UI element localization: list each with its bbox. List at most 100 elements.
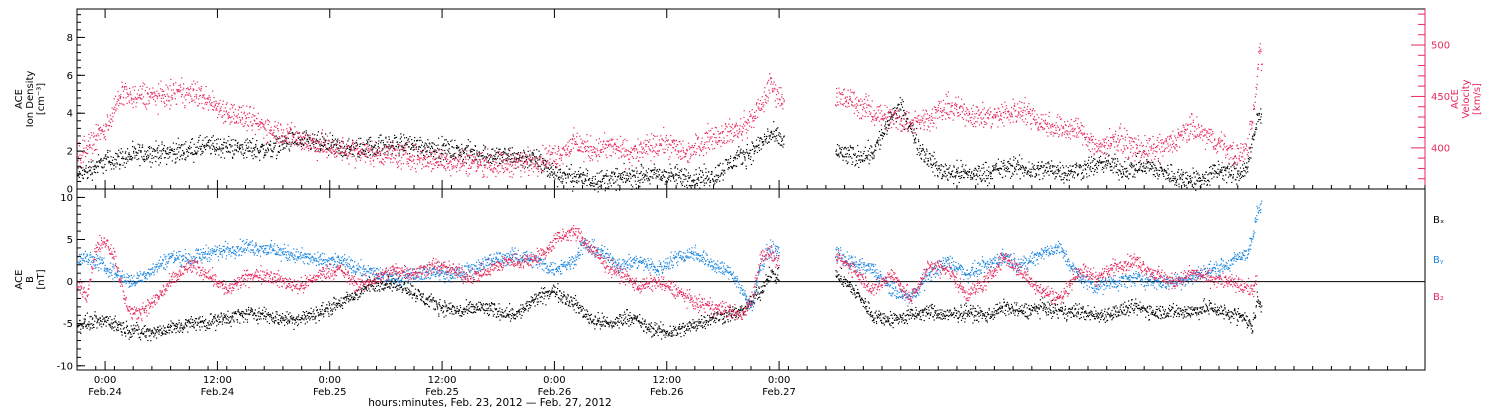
- ion-density-point-2200: [952, 170, 953, 171]
- velocity-point-774: [367, 150, 368, 151]
- velocity-point-912: [419, 157, 420, 158]
- velocity-point-1210: [530, 157, 531, 158]
- velocity-point-544: [281, 129, 282, 130]
- velocity-point-1687: [709, 130, 710, 131]
- ion-density-point-2895: [1213, 173, 1214, 174]
- ion-density-point-1638: [690, 185, 691, 186]
- velocity-point-1046: [469, 165, 470, 166]
- ion-density-point-372: [216, 139, 217, 140]
- velocity-point-459: [249, 112, 250, 113]
- ion-density-point-2404: [1028, 162, 1029, 163]
- ion-density-point-2828: [1187, 175, 1188, 176]
- velocity-point-941: [429, 150, 430, 151]
- velocity-point-399: [227, 102, 228, 103]
- velocity-point-831: [388, 157, 389, 158]
- velocity-point-318: [196, 96, 197, 97]
- ion-density-point-1626: [686, 169, 687, 170]
- ion-density-point-2225: [961, 175, 962, 176]
- velocity-point-354: [210, 99, 211, 100]
- velocity-point-42: [93, 133, 94, 134]
- ion-density-point-37: [91, 162, 92, 163]
- ion-density-point-3009: [1255, 129, 1256, 130]
- ion-density-point-1001: [452, 146, 453, 147]
- ion-density-point-2105: [917, 154, 918, 155]
- ion-density-point-2918: [1221, 172, 1222, 173]
- ion-density-point-1994: [875, 146, 876, 147]
- velocity-point-1206: [529, 170, 530, 171]
- ion-density-point-2124: [924, 159, 925, 160]
- ion-density-point-991: [448, 151, 449, 152]
- velocity-point-1745: [730, 130, 731, 131]
- ion-density-point-275: [180, 156, 181, 157]
- ion-density-point-1991: [874, 155, 875, 156]
- velocity-point-501: [264, 128, 265, 129]
- velocity-point-115: [120, 96, 121, 97]
- ion-density-point-1118: [496, 159, 497, 160]
- ion-density-point-2569: [1090, 166, 1091, 167]
- velocity-point-127: [124, 86, 125, 87]
- ion-density-point-2776: [1168, 175, 1169, 176]
- velocity-point-215: [158, 114, 159, 115]
- velocity-point-1042: [467, 175, 468, 176]
- ion-density-point-1659: [698, 180, 699, 181]
- velocity-point-1812: [756, 104, 757, 105]
- ion-density-point-464: [251, 142, 252, 143]
- velocity-point-422: [235, 109, 236, 110]
- ion-density-point-2034: [890, 118, 891, 119]
- ion-density-point-447: [244, 142, 245, 143]
- velocity-point-829: [387, 151, 388, 152]
- ion-density-point-2325: [999, 172, 1000, 173]
- ion-density-point-2606: [1104, 152, 1105, 153]
- ion-density-point-2937: [1228, 172, 1229, 173]
- ion-density-point-617: [308, 141, 309, 142]
- velocity-point-7: [79, 155, 80, 156]
- velocity-point-1435: [614, 143, 615, 144]
- ion-density-point-1021: [459, 149, 460, 150]
- ion-density-point-2685: [1134, 165, 1135, 166]
- ion-density-point-1714: [719, 165, 720, 166]
- ion-density-point-554: [285, 148, 286, 149]
- ion-density-point-2603: [1103, 172, 1104, 173]
- ion-density-point-1140: [504, 152, 505, 153]
- velocity-point-640: [317, 160, 318, 161]
- velocity-point-902: [415, 168, 416, 169]
- velocity-point-981: [445, 168, 446, 169]
- velocity-point-282: [182, 89, 183, 90]
- velocity-point-1592: [673, 147, 674, 148]
- velocity-point-130: [126, 86, 127, 87]
- velocity-point-1472: [628, 151, 629, 152]
- ion-density-point-1128: [500, 149, 501, 150]
- velocity-point-867: [402, 149, 403, 150]
- ion-density-point-1917: [846, 156, 847, 157]
- velocity-point-1813: [756, 110, 757, 111]
- ion-density-point-211: [156, 156, 157, 157]
- ion-density-point-2977: [1243, 176, 1244, 177]
- ion-density-point-1494: [636, 173, 637, 174]
- ion-density-point-2993: [1249, 157, 1250, 158]
- ion-density-point-60: [100, 160, 101, 161]
- ion-density-point-2835: [1190, 175, 1191, 176]
- ion-density-point-2920: [1222, 169, 1223, 170]
- ion-density-point-932: [426, 151, 427, 152]
- ion-density-point-2517: [1071, 171, 1072, 172]
- ion-density-point-2142: [930, 159, 931, 160]
- ion-density-point-2838: [1191, 181, 1192, 182]
- velocity-point-410: [230, 122, 231, 123]
- ion-density-point-2110: [918, 152, 919, 153]
- ion-density-point-797: [375, 154, 376, 155]
- velocity-point-716: [345, 151, 346, 152]
- velocity-point-1493: [636, 149, 637, 150]
- ion-density-point-677: [331, 144, 332, 145]
- velocity-point-101: [115, 96, 116, 97]
- velocity-point-122: [123, 91, 124, 92]
- ion-density-point-2507: [1067, 175, 1068, 176]
- ion-density-point-78: [106, 159, 107, 160]
- velocity-point-901: [414, 149, 415, 150]
- ion-density-point-2298: [989, 183, 990, 184]
- ion-density-point-1515: [644, 179, 645, 180]
- ion-density-point-2210: [956, 169, 957, 170]
- velocity-point-1718: [720, 146, 721, 147]
- ion-density-point-1728: [724, 170, 725, 171]
- velocity-point-203: [153, 99, 154, 100]
- velocity-point-724: [348, 163, 349, 164]
